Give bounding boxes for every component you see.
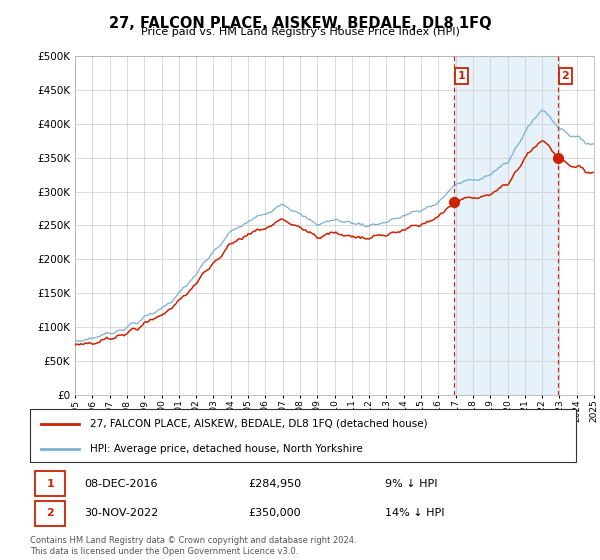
- Bar: [454, 56, 558, 395]
- Text: 27, FALCON PLACE, AISKEW, BEDALE, DL8 1FQ (detached house): 27, FALCON PLACE, AISKEW, BEDALE, DL8 1F…: [90, 419, 428, 429]
- Text: 2: 2: [562, 71, 569, 81]
- FancyBboxPatch shape: [30, 409, 576, 462]
- Text: 1: 1: [458, 71, 466, 81]
- FancyBboxPatch shape: [35, 501, 65, 525]
- Text: £284,950: £284,950: [248, 479, 302, 489]
- Text: 30-NOV-2022: 30-NOV-2022: [85, 508, 159, 518]
- Text: HPI: Average price, detached house, North Yorkshire: HPI: Average price, detached house, Nort…: [90, 444, 363, 454]
- FancyBboxPatch shape: [35, 472, 65, 496]
- Text: Contains HM Land Registry data © Crown copyright and database right 2024.
This d: Contains HM Land Registry data © Crown c…: [30, 536, 356, 556]
- Text: 1: 1: [46, 479, 54, 489]
- Text: £350,000: £350,000: [248, 508, 301, 518]
- Text: 08-DEC-2016: 08-DEC-2016: [85, 479, 158, 489]
- Text: 27, FALCON PLACE, AISKEW, BEDALE, DL8 1FQ: 27, FALCON PLACE, AISKEW, BEDALE, DL8 1F…: [109, 16, 491, 31]
- Text: 2: 2: [46, 508, 54, 518]
- Text: Price paid vs. HM Land Registry's House Price Index (HPI): Price paid vs. HM Land Registry's House …: [140, 27, 460, 37]
- Text: 14% ↓ HPI: 14% ↓ HPI: [385, 508, 445, 518]
- Text: 9% ↓ HPI: 9% ↓ HPI: [385, 479, 437, 489]
